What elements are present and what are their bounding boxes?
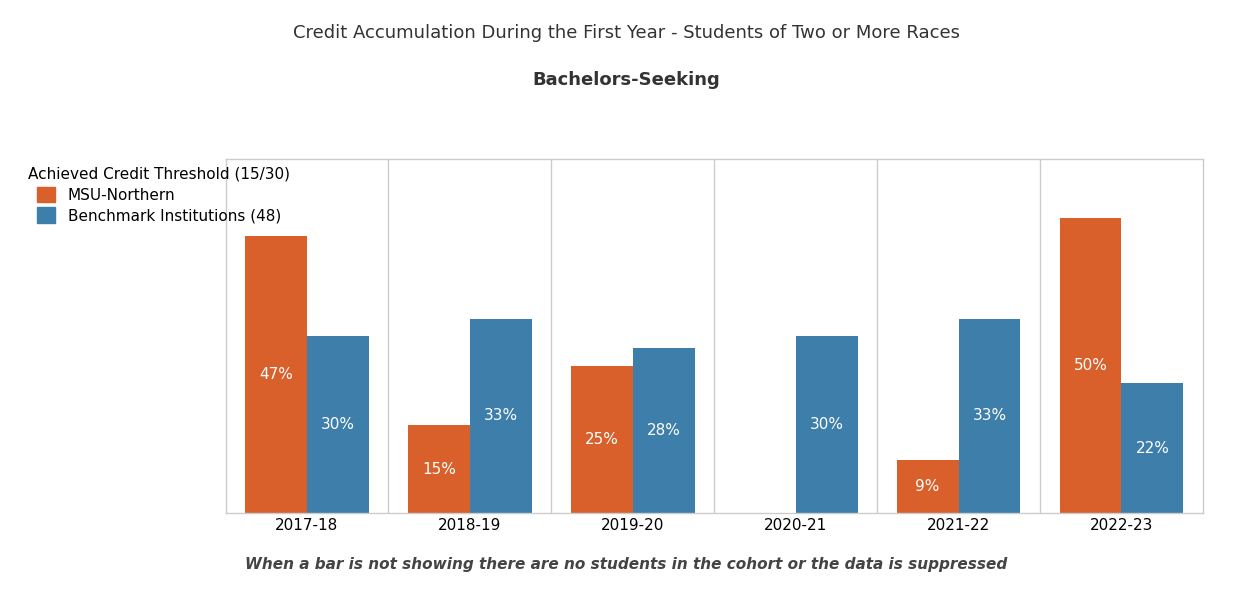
Bar xyxy=(1060,218,1121,513)
Text: Credit Accumulation During the First Year - Students of Two or More Races: Credit Accumulation During the First Yea… xyxy=(293,24,960,42)
Text: 33%: 33% xyxy=(972,408,1006,424)
Text: 25%: 25% xyxy=(585,432,619,447)
Bar xyxy=(246,236,307,513)
Bar xyxy=(633,348,694,513)
Bar xyxy=(307,336,368,513)
Bar xyxy=(959,319,1020,513)
Text: 33%: 33% xyxy=(484,408,517,424)
Text: 9%: 9% xyxy=(916,479,940,494)
Text: 22%: 22% xyxy=(1135,441,1169,456)
Bar xyxy=(897,460,959,513)
Text: 50%: 50% xyxy=(1074,358,1108,373)
Text: 15%: 15% xyxy=(422,461,456,477)
Bar xyxy=(796,336,857,513)
Text: Bachelors-Seeking: Bachelors-Seeking xyxy=(533,71,720,89)
Bar xyxy=(571,366,633,513)
Text: When a bar is not showing there are no students in the cohort or the data is sup: When a bar is not showing there are no s… xyxy=(246,558,1007,572)
Bar xyxy=(470,319,531,513)
Text: 30%: 30% xyxy=(321,417,355,432)
Text: 30%: 30% xyxy=(809,417,843,432)
Legend: MSU-Northern, Benchmark Institutions (48): MSU-Northern, Benchmark Institutions (48… xyxy=(28,167,289,223)
Bar xyxy=(1121,384,1183,513)
Text: 28%: 28% xyxy=(647,423,680,438)
Text: 47%: 47% xyxy=(259,367,293,382)
Bar xyxy=(408,425,470,513)
